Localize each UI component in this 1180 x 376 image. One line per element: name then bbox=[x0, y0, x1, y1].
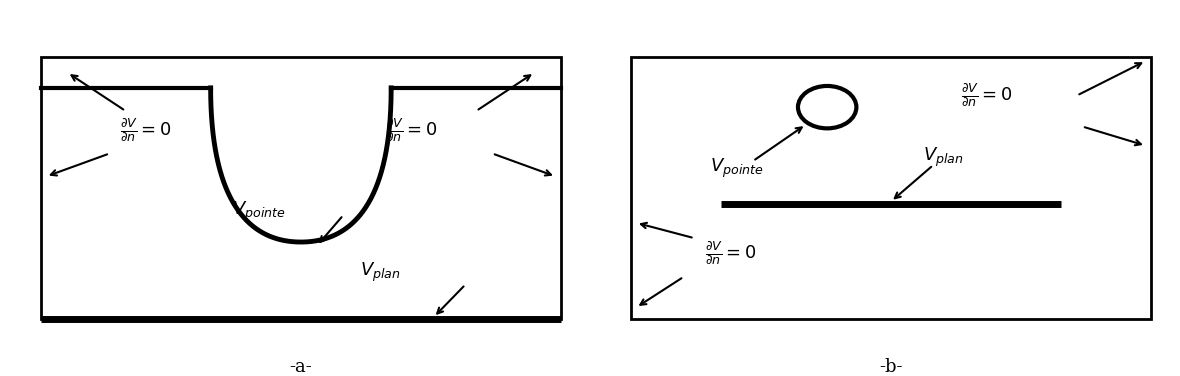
Text: $\frac{\partial V}{\partial n} = 0$: $\frac{\partial V}{\partial n} = 0$ bbox=[961, 82, 1012, 109]
Text: $\frac{\partial V}{\partial n} = 0$: $\frac{\partial V}{\partial n} = 0$ bbox=[120, 117, 172, 144]
Text: -a-: -a- bbox=[289, 358, 313, 376]
Text: -b-: -b- bbox=[879, 358, 903, 376]
Text: $V_{pointe}$: $V_{pointe}$ bbox=[710, 157, 763, 180]
Text: $V_{plan}$: $V_{plan}$ bbox=[360, 261, 401, 285]
Text: $\frac{\partial V}{\partial n} = 0$: $\frac{\partial V}{\partial n} = 0$ bbox=[704, 240, 756, 267]
Text: $V_{pointe}$: $V_{pointe}$ bbox=[231, 200, 286, 223]
Text: $V_{plan}$: $V_{plan}$ bbox=[923, 146, 963, 169]
Bar bbox=[630, 57, 1152, 319]
Bar bbox=[40, 57, 562, 319]
Text: $\frac{\partial V}{\partial n} = 0$: $\frac{\partial V}{\partial n} = 0$ bbox=[386, 117, 438, 144]
